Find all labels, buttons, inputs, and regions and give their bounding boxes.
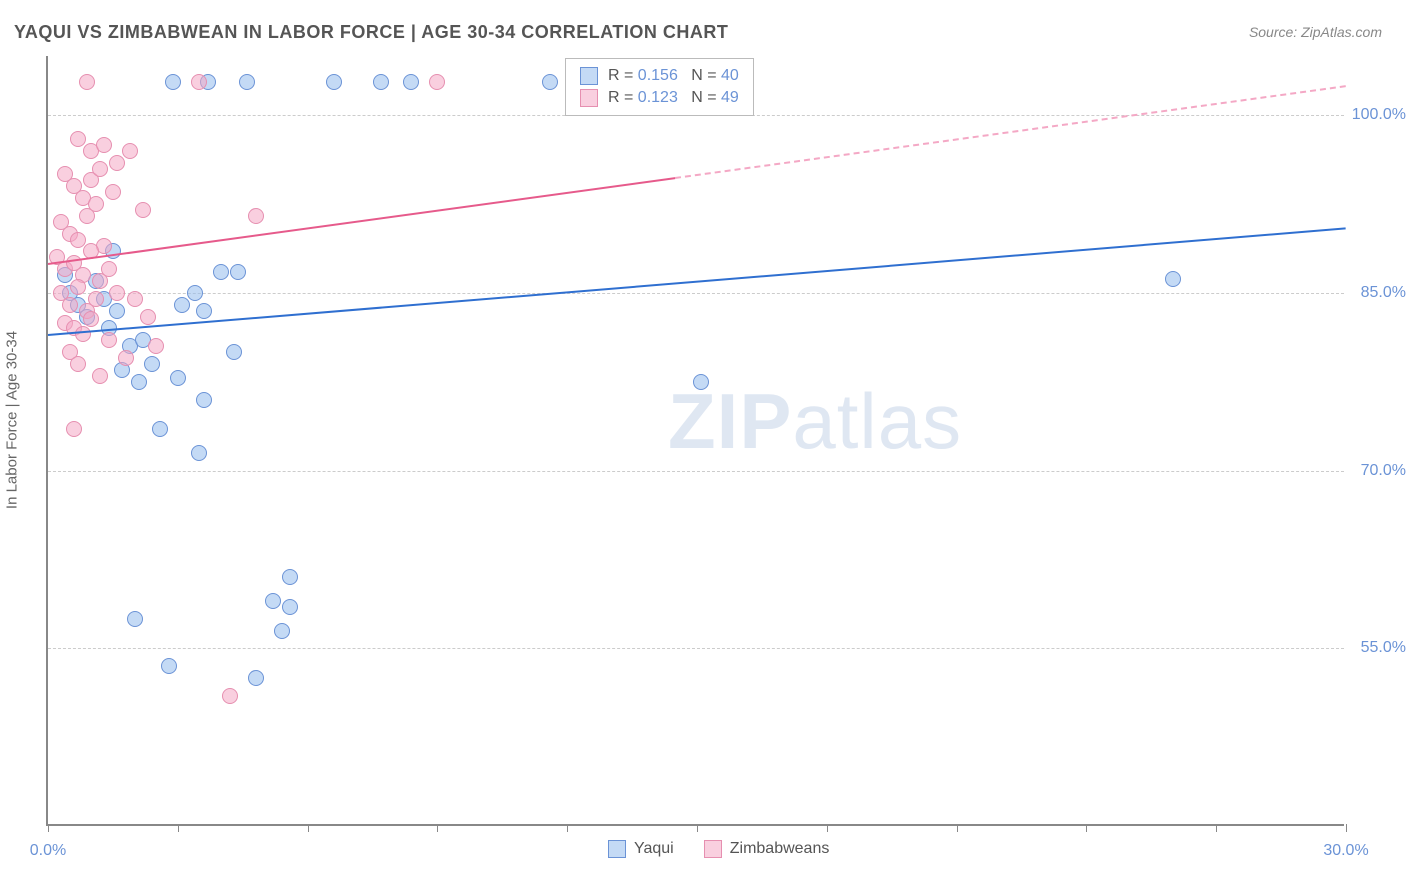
legend-series: Yaqui Zimbabweans <box>608 840 829 858</box>
scatter-point <box>239 74 255 90</box>
scatter-point <box>118 350 134 366</box>
scatter-point <box>70 356 86 372</box>
scatter-point <box>191 74 207 90</box>
scatter-point <box>127 291 143 307</box>
scatter-point <box>282 569 298 585</box>
scatter-point <box>101 332 117 348</box>
trend-line <box>48 177 676 265</box>
x-tick <box>957 824 958 832</box>
scatter-point <box>187 285 203 301</box>
scatter-point <box>373 74 389 90</box>
chart-title: YAQUI VS ZIMBABWEAN IN LABOR FORCE | AGE… <box>14 22 728 43</box>
scatter-point <box>101 261 117 277</box>
x-tick-label: 0.0% <box>30 842 66 860</box>
scatter-point <box>75 326 91 342</box>
scatter-point <box>109 155 125 171</box>
scatter-point <box>109 303 125 319</box>
scatter-point <box>274 623 290 639</box>
trend-line <box>675 86 1346 180</box>
scatter-point <box>152 421 168 437</box>
scatter-point <box>1165 271 1181 287</box>
scatter-point <box>70 232 86 248</box>
legend-label: Yaqui <box>634 840 674 858</box>
x-tick <box>1346 824 1347 832</box>
y-tick-label: 55.0% <box>1361 639 1406 657</box>
scatter-point <box>122 143 138 159</box>
scatter-point <box>165 74 181 90</box>
legend-row: R = 0.156 N = 40 <box>580 65 739 87</box>
scatter-point <box>88 291 104 307</box>
x-tick <box>1216 824 1217 832</box>
scatter-point <box>148 338 164 354</box>
plot-area: ZIPatlas 55.0%70.0%85.0%100.0%0.0%30.0%Y… <box>46 56 1344 826</box>
x-tick <box>827 824 828 832</box>
legend-stats: R = 0.156 N = 40R = 0.123 N = 49 <box>565 58 754 116</box>
legend-swatch <box>608 840 626 858</box>
legend-row: R = 0.123 N = 49 <box>580 87 739 109</box>
source-label: Source: ZipAtlas.com <box>1249 24 1382 40</box>
scatter-point <box>131 374 147 390</box>
x-tick <box>697 824 698 832</box>
scatter-point <box>196 392 212 408</box>
scatter-point <box>265 593 281 609</box>
scatter-point <box>403 74 419 90</box>
x-tick <box>48 824 49 832</box>
scatter-point <box>222 688 238 704</box>
x-tick <box>308 824 309 832</box>
correlation-chart: YAQUI VS ZIMBABWEAN IN LABOR FORCE | AGE… <box>0 0 1406 892</box>
scatter-point <box>92 368 108 384</box>
scatter-point <box>248 670 264 686</box>
scatter-point <box>140 309 156 325</box>
scatter-point <box>96 137 112 153</box>
scatter-point <box>161 658 177 674</box>
trend-line <box>48 228 1346 337</box>
legend-swatch <box>580 67 598 85</box>
scatter-point <box>109 285 125 301</box>
x-tick <box>437 824 438 832</box>
scatter-point <box>230 264 246 280</box>
y-tick-label: 100.0% <box>1352 106 1406 124</box>
legend-swatch <box>580 89 598 107</box>
scatter-point <box>196 303 212 319</box>
scatter-point <box>429 74 445 90</box>
scatter-point <box>83 311 99 327</box>
x-tick-label: 30.0% <box>1323 842 1368 860</box>
y-tick-label: 85.0% <box>1361 284 1406 302</box>
scatter-point <box>66 421 82 437</box>
scatter-point <box>79 74 95 90</box>
gridline <box>48 648 1344 649</box>
legend-item: Yaqui <box>608 840 674 858</box>
x-tick <box>567 824 568 832</box>
scatter-point <box>170 370 186 386</box>
y-tick-label: 70.0% <box>1361 462 1406 480</box>
scatter-point <box>105 184 121 200</box>
scatter-point <box>88 196 104 212</box>
legend-swatch <box>704 840 722 858</box>
x-tick <box>178 824 179 832</box>
scatter-point <box>174 297 190 313</box>
legend-item: Zimbabweans <box>704 840 830 858</box>
scatter-point <box>144 356 160 372</box>
watermark: ZIPatlas <box>668 376 962 467</box>
scatter-point <box>92 161 108 177</box>
y-axis-label: In Labor Force | Age 30-34 <box>4 331 21 509</box>
scatter-point <box>62 297 78 313</box>
gridline <box>48 471 1344 472</box>
scatter-point <box>135 202 151 218</box>
scatter-point <box>70 279 86 295</box>
scatter-point <box>248 208 264 224</box>
scatter-point <box>693 374 709 390</box>
scatter-point <box>70 131 86 147</box>
scatter-point <box>326 74 342 90</box>
scatter-point <box>226 344 242 360</box>
x-tick <box>1086 824 1087 832</box>
scatter-point <box>542 74 558 90</box>
gridline <box>48 293 1344 294</box>
scatter-point <box>213 264 229 280</box>
legend-label: Zimbabweans <box>730 840 830 858</box>
scatter-point <box>191 445 207 461</box>
scatter-point <box>282 599 298 615</box>
scatter-point <box>127 611 143 627</box>
